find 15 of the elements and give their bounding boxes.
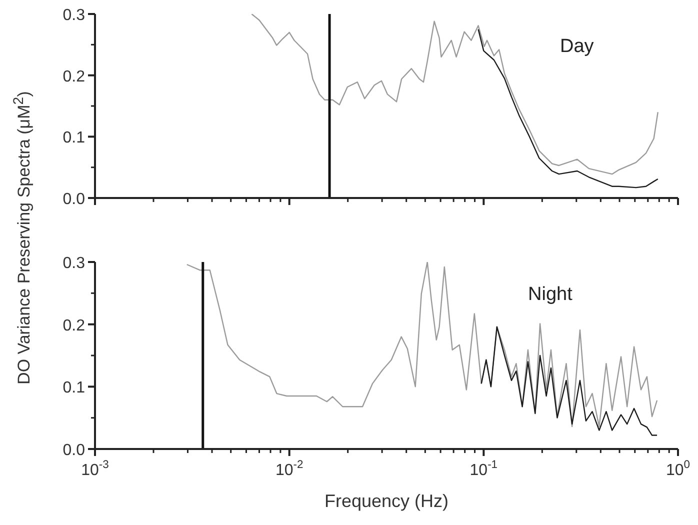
- x-axis-title: Frequency (Hz): [324, 491, 449, 511]
- y-tick-label: 0.3: [62, 255, 86, 272]
- x-tick-label: 10$^{-2}$: [275, 458, 304, 479]
- y-tick-label: 0.0: [62, 442, 86, 459]
- y-tick-label: 0.3: [62, 7, 86, 24]
- x-tick-label: 10$^{0}$: [666, 458, 690, 479]
- y-tick-label: 0.2: [62, 317, 86, 334]
- x-tick-label: 10$^{-1}$: [470, 458, 498, 479]
- y-tick-label: 0.2: [62, 68, 86, 86]
- annotation: Day: [560, 36, 594, 58]
- y-tick-label: 0.1: [62, 130, 86, 147]
- y-tick-label: 0.0: [62, 191, 86, 208]
- x-tick-label: 10$^{-3}$: [81, 458, 109, 479]
- y-tick-label: 0.1: [62, 380, 86, 397]
- annotation: Night: [528, 284, 572, 306]
